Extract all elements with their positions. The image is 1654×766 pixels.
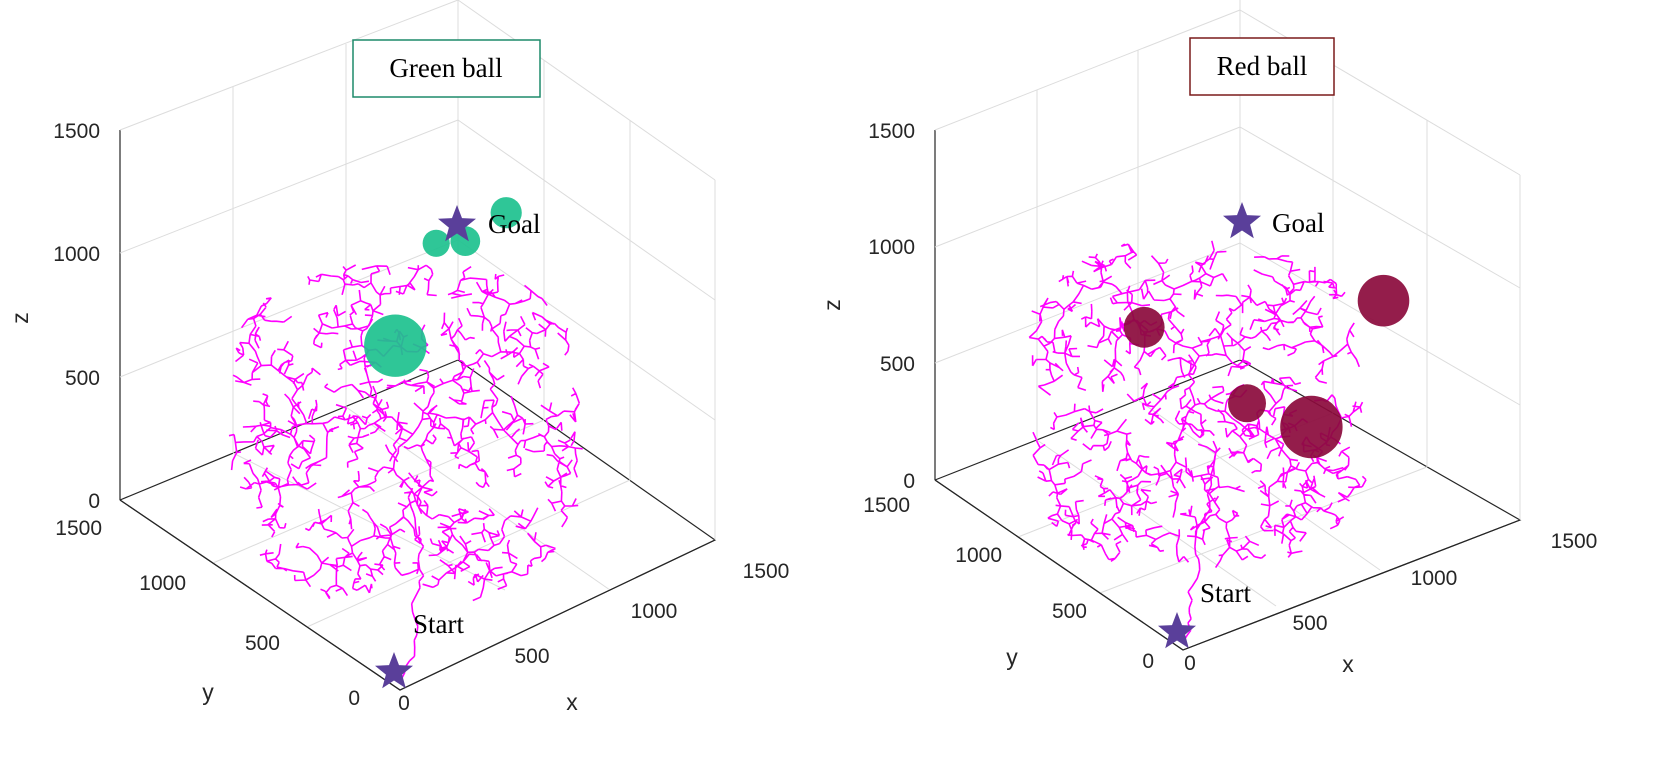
z-tick-1000: 1000 [53, 243, 100, 266]
title-box [1189, 37, 1335, 96]
obstacle-ball [1123, 306, 1165, 348]
obstacles-left [364, 197, 522, 377]
start-star-icon [375, 652, 413, 689]
y-tick-500: 500 [1052, 600, 1087, 623]
z-tick-1000: 1000 [868, 236, 915, 259]
tree-branches [1028, 240, 1367, 643]
obstacle-ball [364, 314, 427, 377]
x-tick-1000: 1000 [631, 600, 678, 623]
obstacle-ball [1357, 274, 1410, 327]
goal-star-icon [438, 205, 476, 242]
title-box [352, 39, 541, 98]
axes-box-left [119, 0, 717, 691]
x-axis-label: x [566, 689, 578, 715]
y-tick-1500: 1500 [55, 517, 102, 540]
z-tick-1500: 1500 [53, 120, 100, 143]
start-label: Start [1200, 578, 1251, 608]
z-axis-label: z [7, 312, 33, 324]
obstacles-right [1123, 274, 1410, 459]
rrt-tree-left [228, 264, 583, 683]
x-tick-1500: 1500 [1551, 530, 1598, 553]
z-tick-500: 500 [65, 367, 100, 390]
x-tick-500: 500 [514, 645, 549, 668]
rrt-tree-right [1028, 240, 1367, 643]
goal-star-icon [1223, 202, 1261, 239]
y-tick-1500: 1500 [863, 494, 910, 517]
x-tick-1500: 1500 [743, 560, 790, 583]
obstacle-ball [490, 197, 522, 229]
y-axis-label: y [1006, 644, 1018, 670]
start-label: Start [413, 609, 464, 639]
z-tick-0: 0 [88, 490, 100, 513]
obstacle-ball [422, 229, 450, 257]
y-tick-500: 500 [245, 632, 280, 655]
tree-branches [228, 264, 583, 683]
x-tick-0: 0 [1184, 652, 1196, 675]
z-tick-1500: 1500 [868, 120, 915, 143]
y-axis-label: y [202, 679, 214, 705]
goal-label: Goal [1272, 208, 1324, 238]
x-tick-0: 0 [398, 692, 410, 715]
axes-box-right [934, 0, 1522, 651]
y-tick-0: 0 [348, 687, 360, 710]
x-axis-label: x [1342, 651, 1354, 677]
z-axis-label: z [819, 299, 845, 311]
z-tick-0: 0 [903, 470, 915, 493]
obstacle-ball [1228, 384, 1266, 423]
y-tick-1000: 1000 [955, 544, 1002, 567]
chart-title: Red ball [1217, 51, 1308, 81]
left-panel: 1500 1000 500 0 z 1500 1000 500 0 y 0 50… [7, 0, 789, 715]
x-tick-1000: 1000 [1411, 567, 1458, 590]
chart-title: Green ball [389, 53, 502, 83]
start-star-icon [1158, 612, 1196, 649]
right-panel: 1500 1000 500 0 z 1500 1000 500 0 y 0 50… [819, 0, 1597, 677]
z-tick-500: 500 [880, 353, 915, 376]
y-tick-0: 0 [1142, 650, 1154, 673]
x-tick-500: 500 [1292, 612, 1327, 635]
goal-label: Goal [488, 209, 540, 239]
obstacle-ball [1280, 395, 1343, 459]
y-tick-1000: 1000 [139, 572, 186, 595]
